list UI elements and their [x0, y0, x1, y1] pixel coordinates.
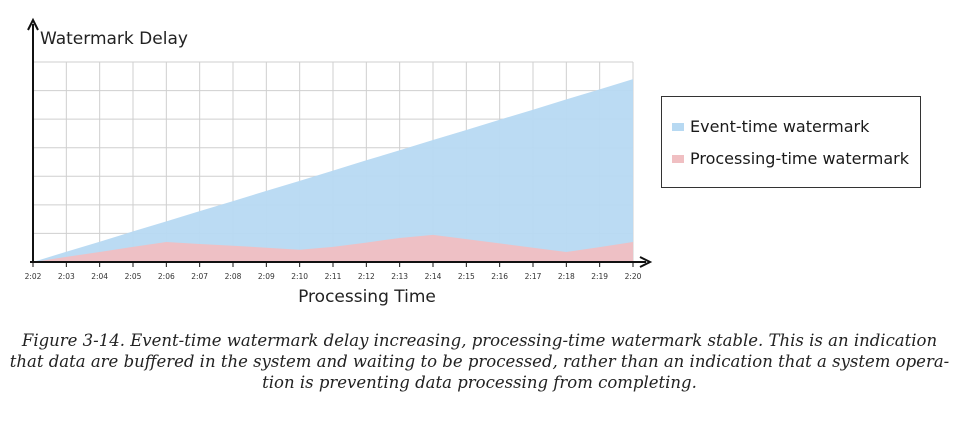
- x-tick-label: 2:13: [391, 272, 408, 281]
- legend-label-processing-time: Processing-time watermark: [690, 149, 909, 168]
- legend-label-event-time: Event-time watermark: [690, 117, 870, 136]
- x-tick-label: 2:07: [191, 272, 208, 281]
- x-tick-label: 2:19: [591, 272, 608, 281]
- watermark-delay-chart: 2:02 2:03 2:04 2:05 2:06 2:07 2:08 2:09 2:10 2:11…: [25, 17, 653, 307]
- x-tick-label: 2:06: [158, 272, 175, 281]
- legend-swatch-processing-time: [672, 154, 684, 163]
- x-tick-label: 2:10: [291, 272, 308, 281]
- y-axis-label: Watermark Delay: [40, 29, 188, 49]
- x-tick-label: 2:18: [558, 272, 575, 281]
- x-tick-labels: 2:02 2:03 2:04 2:05 2:06 2:07 2:08 2:09 2:10 2:11…: [25, 262, 642, 281]
- x-tick-label: 2:02: [25, 272, 42, 281]
- x-tick-label: 2:03: [58, 272, 75, 281]
- legend-item-processing-time: Processing-time watermark: [672, 149, 909, 168]
- x-tick-label: 2:17: [525, 272, 542, 281]
- y-axis-arrow-icon: [27, 17, 39, 31]
- event-time-watermark-area: [33, 79, 633, 263]
- x-axis-label: Processing Time: [298, 287, 436, 307]
- processing-time-watermark-area: [33, 234, 633, 262]
- legend-item-event-time: Event-time watermark: [672, 117, 869, 136]
- x-tick-label: 2:09: [258, 272, 275, 281]
- x-tick-label: 2:08: [225, 272, 242, 281]
- x-tick-label: 2:20: [625, 272, 642, 281]
- figure-caption: Figure 3-14. Event-time watermark delay …: [0, 330, 959, 393]
- x-tick-label: 2:04: [91, 272, 108, 281]
- x-tick-label: 2:15: [458, 272, 475, 281]
- x-tick-label: 2:16: [491, 272, 508, 281]
- chart-legend: Event-time watermark Processing-time wat…: [661, 96, 921, 188]
- x-tick-label: 2:12: [358, 272, 375, 281]
- caption-line: tion is preventing data processing from …: [262, 373, 697, 392]
- legend-swatch-event-time: [672, 122, 684, 131]
- caption-line: Figure 3-14. Event-time watermark delay …: [21, 331, 938, 350]
- x-tick-label: 2:11: [325, 272, 342, 281]
- x-tick-label: 2:05: [125, 272, 142, 281]
- x-tick-label: 2:14: [425, 272, 442, 281]
- x-axis-arrow-icon: [639, 256, 653, 268]
- caption-line: that data are buffered in the system and…: [9, 352, 950, 371]
